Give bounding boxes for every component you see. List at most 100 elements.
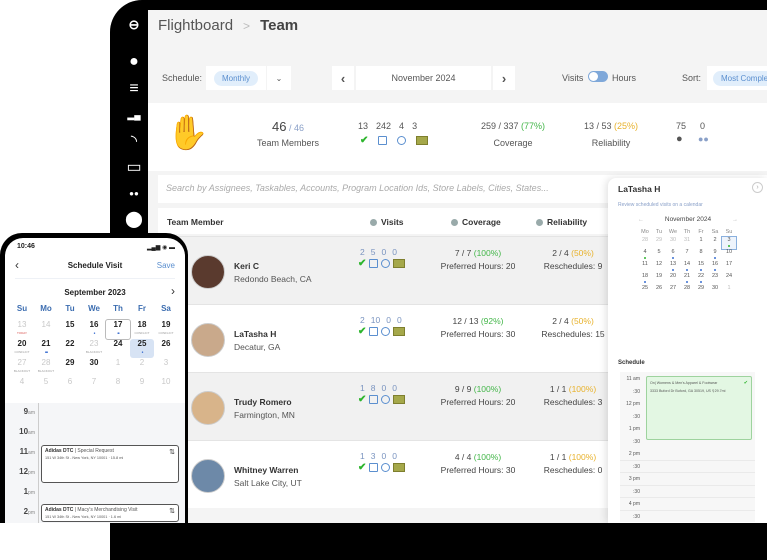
calendar-day[interactable]: 30 (89, 358, 99, 367)
member-name[interactable]: LaTasha H (234, 329, 277, 339)
calendar-day[interactable]: 6 (666, 249, 680, 261)
breadcrumb-root[interactable]: Flightboard (158, 17, 234, 34)
calendar-day[interactable]: 7 (91, 377, 97, 386)
calendar-day[interactable]: 17 (725, 261, 733, 267)
calendar-day[interactable]: 23 (711, 273, 719, 279)
location-pin-icon[interactable]: ⬤ (125, 211, 143, 228)
calendar-day[interactable]: 4 (638, 249, 652, 261)
calendar-day[interactable]: 14 (41, 320, 51, 329)
next-arrow-icon[interactable]: → (732, 216, 738, 223)
calendar-day[interactable]: 28 (641, 237, 649, 243)
calendar-day[interactable]: 21 (680, 273, 694, 285)
calendar-day[interactable]: 16 (708, 261, 722, 273)
header-reliability[interactable]: Reliability (547, 217, 588, 227)
calendar-day[interactable]: 25 • (130, 339, 154, 358)
calendar-day[interactable]: 27 (669, 285, 677, 291)
header-visits[interactable]: Visits (381, 217, 404, 227)
calendar-day[interactable]: 21 ••• (41, 339, 51, 356)
calendar-day[interactable]: 18 (638, 273, 652, 285)
calendar-day[interactable]: 24 (725, 273, 733, 279)
calendar-day[interactable]: 23 BLACKOUT (85, 339, 103, 354)
next-month-icon[interactable]: › (171, 284, 175, 298)
calendar-day[interactable]: 1 (727, 285, 731, 291)
info-icon[interactable] (370, 218, 377, 226)
schedule-select[interactable]: Monthly (206, 66, 266, 90)
calendar-day[interactable]: 19 CONFLICT (158, 320, 174, 335)
calendar-day[interactable]: 9 (139, 377, 145, 386)
next-month-button[interactable]: › (493, 66, 515, 90)
calendar-day[interactable]: 4 (19, 377, 25, 386)
calendar-day[interactable]: 8 (699, 249, 703, 255)
calendar-day[interactable]: 5 (43, 377, 49, 386)
calendar-day[interactable]: 15 (65, 320, 75, 329)
panel-next-button[interactable]: › (752, 182, 763, 193)
calendar-day[interactable]: 11 (642, 261, 648, 267)
back-icon[interactable]: ‹ (15, 258, 19, 272)
user-icon[interactable]: ● (129, 53, 139, 70)
calendar-day[interactable]: 7 (685, 249, 689, 255)
calendar-day[interactable]: 3 (721, 236, 737, 250)
calendar-day[interactable]: 25 (641, 285, 649, 291)
calendar-day[interactable]: 28 BLACKOUT (37, 358, 55, 373)
team-icon[interactable]: ●● (129, 188, 139, 198)
visits-hours-toggle[interactable] (588, 71, 608, 82)
calendar-day[interactable]: 26 (161, 339, 171, 348)
calendar-day[interactable]: 30 (669, 237, 677, 243)
sort-select[interactable]: Most Complete (707, 66, 767, 90)
member-name[interactable]: Trudy Romero (234, 397, 292, 407)
calendar-day[interactable]: 28 (683, 285, 691, 291)
info-icon[interactable] (536, 218, 543, 226)
calendar-day[interactable]: 24 (113, 339, 123, 348)
chevron-down-icon[interactable]: ⌄ (267, 66, 291, 90)
prev-month-button[interactable]: ‹ (332, 66, 354, 90)
prev-arrow-icon[interactable]: ← (638, 216, 644, 223)
member-name[interactable]: Keri C (234, 261, 260, 271)
calendar-day[interactable]: 19 (655, 273, 663, 279)
calendar-day[interactable]: 2 (713, 237, 717, 243)
inbox-icon[interactable]: ▭ (126, 159, 142, 176)
drag-handle-icon[interactable]: ⇅ (169, 508, 175, 515)
calendar-day[interactable]: 22 (694, 273, 708, 285)
calendar-day[interactable]: 30 (711, 285, 719, 291)
calendar-day[interactable]: 16 • (89, 320, 99, 337)
save-button[interactable]: Save (156, 261, 175, 270)
calendar-day[interactable]: 6 (67, 377, 73, 386)
bar-chart-icon[interactable]: ▂▄ (127, 109, 141, 120)
calendar-day[interactable]: 29 (697, 285, 705, 291)
database-icon[interactable]: ≡ (129, 80, 139, 97)
schedule-event[interactable]: On| Womens & Men's Apparel & Footwear ✔ 3… (646, 376, 752, 440)
calendar-day[interactable]: 3 (163, 358, 169, 367)
info-icon[interactable] (451, 218, 458, 226)
calendar-day[interactable]: 15 (694, 261, 708, 273)
calendar-day[interactable]: 2 (139, 358, 145, 367)
calendar-day[interactable]: 26 (655, 285, 663, 291)
calendar-day[interactable]: 31 (683, 237, 691, 243)
calendar-day[interactable]: 27 BLACKOUT (13, 358, 31, 373)
calendar-day[interactable]: 17 •• (105, 319, 131, 340)
rss-icon[interactable]: ◝ (130, 133, 138, 150)
drag-handle-icon[interactable]: ⇅ (169, 449, 175, 456)
calendar-day[interactable]: 29 (655, 237, 663, 243)
calendar-day[interactable]: 13 (666, 261, 680, 273)
calendar-day[interactable]: 20 CONFLICT (14, 339, 30, 354)
calendar-day[interactable]: 13 TODAY (16, 320, 28, 335)
calendar-day[interactable]: 10 (725, 249, 733, 255)
visit-event[interactable]: Adidas DTC | Macy's Merchandising Visit … (41, 504, 179, 522)
calendar-day[interactable]: 10 (161, 377, 171, 386)
logo-icon[interactable]: ⊖ (128, 17, 140, 32)
calendar-day[interactable]: 1 (699, 237, 703, 243)
header-team-member[interactable]: Team Member (167, 217, 224, 227)
calendar-day[interactable]: 22 (65, 339, 75, 348)
calendar-day[interactable]: 1 (115, 358, 121, 367)
member-name[interactable]: Whitney Warren (234, 465, 299, 475)
calendar-day[interactable]: 12 (655, 261, 663, 267)
visit-event[interactable]: Adidas DTC | Special Request 151 W 34th … (41, 445, 179, 483)
calendar-day[interactable]: 29 (65, 358, 75, 367)
calendar-day[interactable]: 14 (680, 261, 694, 273)
calendar-day[interactable]: 18 CONFLICT (134, 320, 150, 335)
calendar-day[interactable]: 9 (708, 249, 722, 261)
calendar-day[interactable]: 8 (115, 377, 121, 386)
calendar-day[interactable]: 20 (669, 273, 677, 279)
calendar-day[interactable]: 5 (657, 249, 661, 255)
header-coverage[interactable]: Coverage (462, 217, 501, 227)
